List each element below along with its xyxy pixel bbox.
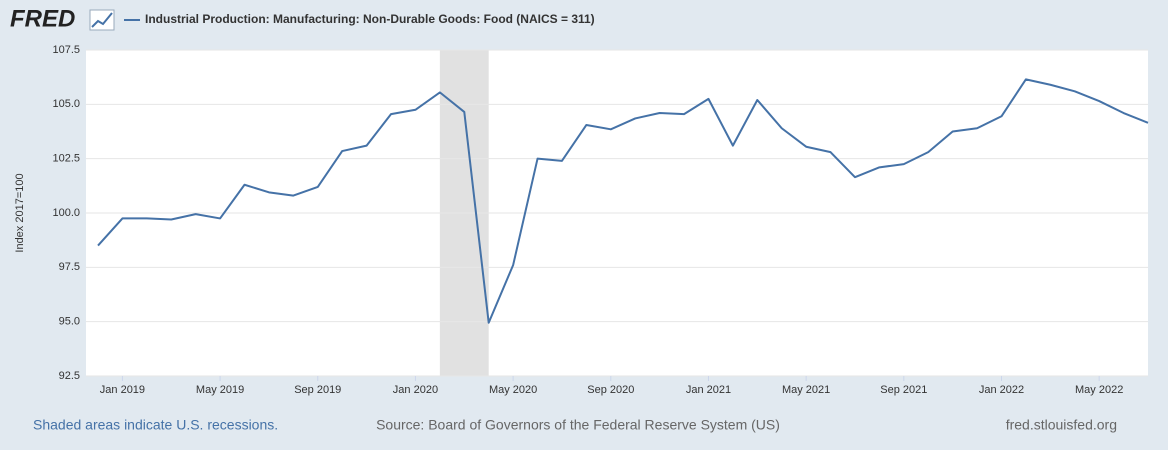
- site-link[interactable]: fred.stlouisfed.org: [1006, 417, 1117, 433]
- series-line: [97, 78, 1149, 324]
- y-tick-label: 105.0: [52, 98, 80, 110]
- x-tick-label: May 2021: [782, 384, 830, 396]
- x-tick-label: Jan 2020: [393, 384, 438, 396]
- y-tick-label: 95.0: [59, 316, 80, 328]
- x-tick-label: May 2022: [1075, 384, 1123, 396]
- y-tick-label: 100.0: [52, 207, 80, 219]
- x-tick-label: Sep 2021: [880, 384, 927, 396]
- x-tick-label: May 2019: [196, 384, 244, 396]
- y-tick-label: 92.5: [59, 370, 80, 382]
- y-tick-label: 107.5: [52, 44, 80, 56]
- logo-icon: [89, 9, 115, 31]
- logo[interactable]: FRED: [10, 5, 75, 32]
- x-tick-label: Jan 2022: [979, 384, 1024, 396]
- x-tick-label: May 2020: [489, 384, 537, 396]
- recession-note[interactable]: Shaded areas indicate U.S. recessions.: [33, 417, 278, 433]
- x-tick-label: Jan 2021: [686, 384, 731, 396]
- x-tick-label: Sep 2019: [294, 384, 341, 396]
- y-axis-label: Index 2017=100: [14, 173, 26, 252]
- y-tick-label: 102.5: [52, 153, 80, 165]
- legend-label: Industrial Production: Manufacturing: No…: [145, 12, 595, 26]
- x-tick-label: Jan 2019: [100, 384, 145, 396]
- source: Source: Board of Governors of the Federa…: [376, 417, 780, 433]
- y-tick-label: 97.5: [59, 261, 80, 273]
- x-tick-label: Sep 2020: [587, 384, 634, 396]
